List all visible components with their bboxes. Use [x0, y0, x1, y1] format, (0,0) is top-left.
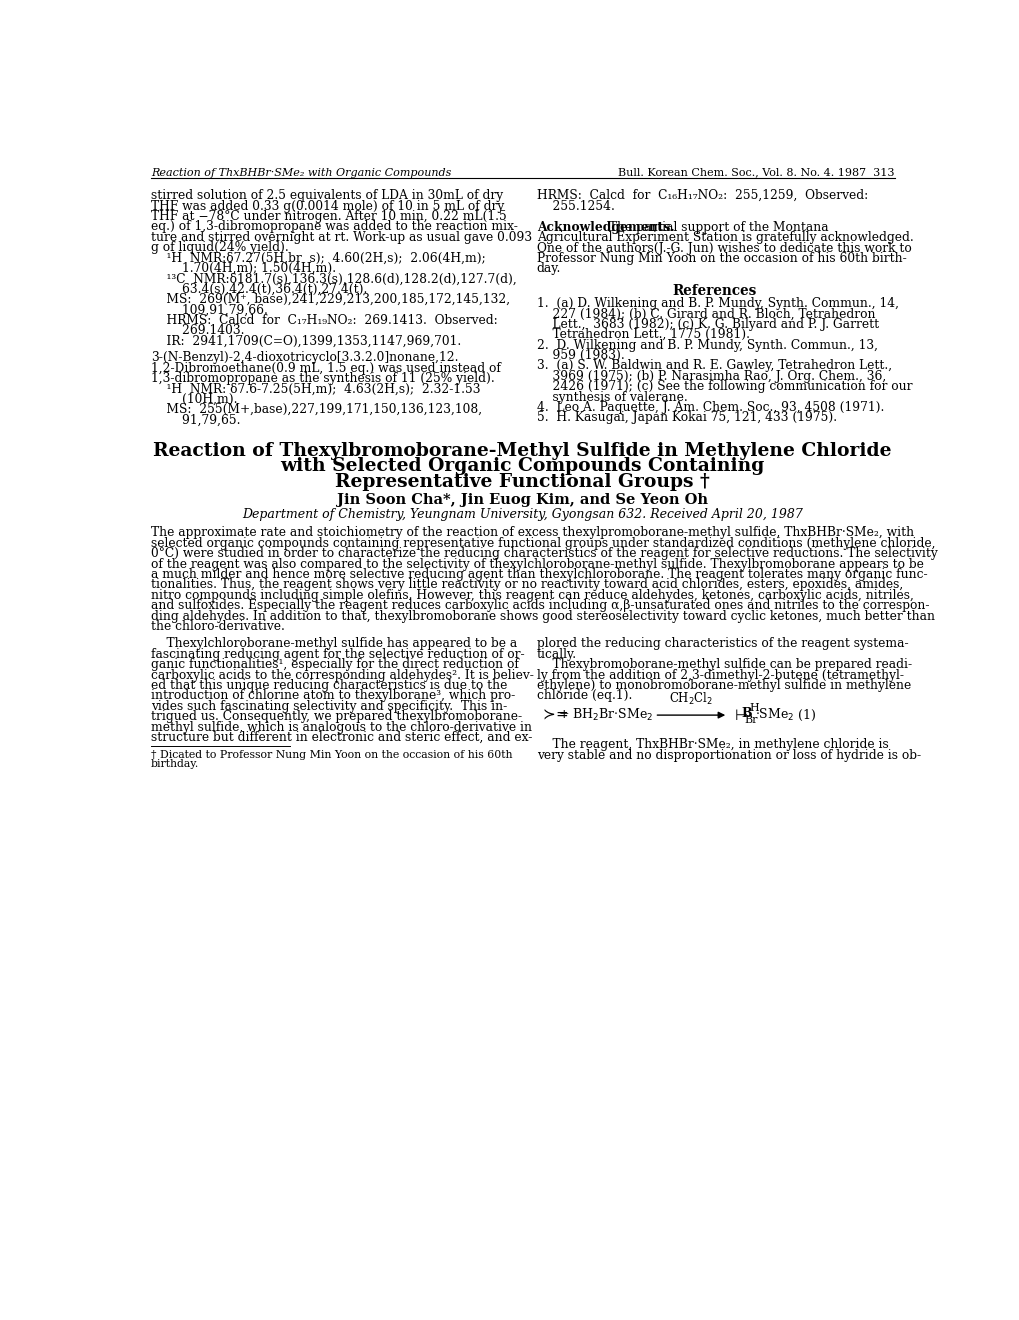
Text: 227 (1984); (b) C. Girard and R. Bloch, Tetrahedron: 227 (1984); (b) C. Girard and R. Bloch, … — [536, 308, 874, 321]
Text: Jin Soon Cha*, Jin Euog Kim, and Se Yeon Oh: Jin Soon Cha*, Jin Euog Kim, and Se Yeon… — [337, 494, 707, 507]
Text: ethylene) to monobromoborane-methyl sulfide in methylene: ethylene) to monobromoborane-methyl sulf… — [536, 678, 910, 692]
Text: selected organic compounds containing representative functional groups under sta: selected organic compounds containing re… — [151, 537, 934, 550]
Text: Reaction of ThxBHBr·SMe₂ with Organic Compounds: Reaction of ThxBHBr·SMe₂ with Organic Co… — [151, 168, 450, 178]
Text: synthesis of valerane.: synthesis of valerane. — [536, 391, 687, 404]
Text: Professor Nung Min Yoon on the occasion of his 60th birth-: Professor Nung Min Yoon on the occasion … — [536, 252, 906, 265]
Text: ture and stirred overnight at rt. Work-up as usual gave 0.093: ture and stirred overnight at rt. Work-u… — [151, 231, 531, 244]
Text: Representative Functional Groups †: Representative Functional Groups † — [335, 473, 709, 491]
Text: (1): (1) — [797, 709, 815, 722]
Text: ¹H  NMR: δ7.6-7.25(5H,m);  4.63(2H,s);  2.32-1.53: ¹H NMR: δ7.6-7.25(5H,m); 4.63(2H,s); 2.3… — [151, 383, 480, 396]
Text: a much milder and hence more selective reducing agent than thexylchloroborane. T: a much milder and hence more selective r… — [151, 568, 926, 581]
Text: Tetrahedron Lett., 1775 (1981).: Tetrahedron Lett., 1775 (1981). — [536, 329, 749, 341]
Text: Bull. Korean Chem. Soc., Vol. 8. No. 4. 1987  313: Bull. Korean Chem. Soc., Vol. 8. No. 4. … — [618, 168, 894, 178]
Text: IR:  2941,1709(C=O),1399,1353,1147,969,701.: IR: 2941,1709(C=O),1399,1353,1147,969,70… — [151, 335, 461, 347]
Text: Br: Br — [744, 714, 757, 725]
Text: day.: day. — [536, 263, 560, 276]
Text: structure but different in electronic and steric effect, and ex-: structure but different in electronic an… — [151, 731, 532, 744]
Text: ding aldehydes. In addition to that, thexylbromoborane shows good stereoselectiv: ding aldehydes. In addition to that, the… — [151, 610, 933, 623]
Text: $\!\!\succ\!\!=\!\!$: $\!\!\succ\!\!=\!\!$ — [542, 708, 568, 722]
Text: tically.: tically. — [536, 648, 577, 661]
Text: References: References — [673, 284, 756, 297]
Text: The approximate rate and stoichiometry of the reaction of excess thexylpromobora: The approximate rate and stoichiometry o… — [151, 527, 913, 540]
Text: $\vdash$: $\vdash$ — [732, 708, 748, 722]
Text: 1,3-dibromopropane as the synthesis of 11 (25% yield).: 1,3-dibromopropane as the synthesis of 1… — [151, 372, 494, 385]
Text: The partial support of the Montana: The partial support of the Montana — [604, 220, 827, 234]
Text: 91,79,65.: 91,79,65. — [151, 413, 240, 426]
Text: The reagent, ThxBHBr·SMe₂, in methylene chloride is: The reagent, ThxBHBr·SMe₂, in methylene … — [536, 738, 888, 751]
Text: 3-(N-Benzyl)-2,4-dioxotricyclo[3.3.2.0]nonane,12.: 3-(N-Benzyl)-2,4-dioxotricyclo[3.3.2.0]n… — [151, 351, 458, 364]
Text: H: H — [749, 704, 759, 713]
Text: Reaction of Thexylbromoborane-Methyl Sulfide in Methylene Chloride: Reaction of Thexylbromoborane-Methyl Sul… — [153, 442, 892, 459]
Text: 1.70(4H,m); 1.50(4H,m).: 1.70(4H,m); 1.50(4H,m). — [151, 261, 335, 275]
Text: ly from the addition of 2,3-dimethyl-2-butene (tetramethyl-: ly from the addition of 2,3-dimethyl-2-b… — [536, 668, 903, 681]
Text: Agricultural Experiment Station is gratefully acknowledged.: Agricultural Experiment Station is grate… — [536, 231, 913, 244]
Text: † Dicated to Professor Nung Min Yoon on the occasion of his 60th: † Dicated to Professor Nung Min Yoon on … — [151, 750, 512, 760]
Text: birthday.: birthday. — [151, 759, 199, 770]
Text: 1.  (a) D. Wilkening and B. P. Mundy, Synth. Commun., 14,: 1. (a) D. Wilkening and B. P. Mundy, Syn… — [536, 297, 898, 310]
Text: Thexylchloroborane-methyl sulfide has appeared to be a: Thexylchloroborane-methyl sulfide has ap… — [151, 638, 517, 651]
Text: tionalities. Thus, the reagent shows very little reactivity or no reactivity tow: tionalities. Thus, the reagent shows ver… — [151, 578, 902, 591]
Text: HRMS:  Calcd  for  C₁₆H₁₇NO₂:  255,1259,  Observed:: HRMS: Calcd for C₁₆H₁₇NO₂: 255,1259, Obs… — [536, 189, 867, 202]
Text: 2.  D. Wilkening and B. P. Mundy, Synth. Commun., 13,: 2. D. Wilkening and B. P. Mundy, Synth. … — [536, 339, 876, 351]
Text: stirred solution of 2.5 equivalents of LDA in 30mL of dry: stirred solution of 2.5 equivalents of L… — [151, 189, 502, 202]
Text: fascinating reducing agent for the selective reduction of or-: fascinating reducing agent for the selec… — [151, 648, 524, 661]
Text: of the reagent was also compared to the selectivity of thexylchloroborane-methyl: of the reagent was also compared to the … — [151, 557, 923, 570]
Text: and sulfoxides. Especially the reagent reduces carboxylic acids including α,β-un: and sulfoxides. Especially the reagent r… — [151, 599, 928, 612]
Text: methyl sulfide, which is analogous to the chloro-derivative in: methyl sulfide, which is analogous to th… — [151, 721, 531, 734]
Text: CH$_2$Cl$_2$: CH$_2$Cl$_2$ — [668, 692, 712, 708]
Text: g of liquid(24% yield).: g of liquid(24% yield). — [151, 242, 288, 255]
Text: $\cdot$SMe$_2$: $\cdot$SMe$_2$ — [754, 708, 794, 723]
Text: 959 (1983).: 959 (1983). — [536, 348, 624, 362]
Text: 0°C) were studied in order to characterize the reducing characteristics of the r: 0°C) were studied in order to characteri… — [151, 548, 936, 560]
Text: with Selected Organic Compounds Containing: with Selected Organic Compounds Containi… — [280, 457, 764, 475]
Text: MS:  255(M+,base),227,199,171,150,136,123,108,: MS: 255(M+,base),227,199,171,150,136,123… — [151, 404, 481, 416]
Text: 255.1254.: 255.1254. — [536, 199, 614, 213]
Text: the chloro-derivative.: the chloro-derivative. — [151, 620, 284, 634]
Text: THF was added 0.33 g(0.0014 mole) of 10 in 5 mL of dry: THF was added 0.33 g(0.0014 mole) of 10 … — [151, 199, 503, 213]
Text: ¹³C  NMR:δ181.7(s),136.3(s),128.6(d),128.2(d),127.7(d),: ¹³C NMR:δ181.7(s),136.3(s),128.6(d),128.… — [151, 272, 516, 285]
Text: introduction of chlorine atom to thexylborane³, which pro-: introduction of chlorine atom to thexylb… — [151, 689, 515, 702]
Text: One of the authors(J.-G. Jun) wishes to dedicate this work to: One of the authors(J.-G. Jun) wishes to … — [536, 242, 911, 255]
Text: MS:  269(M⁺, base),241,229,213,200,185,172,145,132,: MS: 269(M⁺, base),241,229,213,200,185,17… — [151, 293, 510, 306]
Text: B: B — [741, 708, 751, 721]
Text: Lett.,  3683 (1982); (c) K. G. Bilyard and P. J. Garrett: Lett., 3683 (1982); (c) K. G. Bilyard an… — [536, 318, 878, 331]
Text: chloride (eq.1).: chloride (eq.1). — [536, 689, 632, 702]
Text: 3969 (1975); (b) P. Narasimha Rao, J. Org. Chem., 36,: 3969 (1975); (b) P. Narasimha Rao, J. Or… — [536, 370, 886, 383]
Text: Thexybromoborane-methyl sulfide can be prepared readi-: Thexybromoborane-methyl sulfide can be p… — [536, 659, 911, 671]
Text: carboxylic acids to the corresponding aldehydes². It is believ-: carboxylic acids to the corresponding al… — [151, 668, 533, 681]
Text: plored the reducing characteristics of the reagent systema-: plored the reducing characteristics of t… — [536, 638, 908, 651]
Text: 5.  H. Kasugai, Japan Kokai 75, 121, 433 (1975).: 5. H. Kasugai, Japan Kokai 75, 121, 433 … — [536, 412, 836, 424]
Text: (10H,m).: (10H,m). — [151, 393, 237, 405]
Text: trigued us. Consequently, we prepared thexylbromoborane-: trigued us. Consequently, we prepared th… — [151, 710, 522, 723]
Text: 4.  Leo A. Paquette, J. Am. Chem. Soc., 93, 4508 (1971).: 4. Leo A. Paquette, J. Am. Chem. Soc., 9… — [536, 401, 883, 414]
Text: 3.  (a) S. W. Baldwin and R. E. Gawley, Tetrahedron Lett.,: 3. (a) S. W. Baldwin and R. E. Gawley, T… — [536, 359, 891, 372]
Text: ed that this unique reducing characteristics is due to the: ed that this unique reducing characteris… — [151, 678, 506, 692]
Text: 63.4(s),42.4(t),36.4(t),27.4(t).: 63.4(s),42.4(t),36.4(t),27.4(t). — [151, 282, 367, 296]
Text: 109,91,79,66.: 109,91,79,66. — [151, 304, 267, 317]
Text: ganic functionalities¹, especially for the direct reduction of: ganic functionalities¹, especially for t… — [151, 659, 518, 671]
Text: vides such fascinating selectivity and specificity.  This in-: vides such fascinating selectivity and s… — [151, 700, 506, 713]
Text: 1,2-Dibromoethane(0.9 mL, 1.5 eq.) was used instead of: 1,2-Dibromoethane(0.9 mL, 1.5 eq.) was u… — [151, 362, 500, 375]
Text: HRMS:  Calcd  for  C₁₇H₁₉NO₂:  269.1413.  Observed:: HRMS: Calcd for C₁₇H₁₉NO₂: 269.1413. Obs… — [151, 314, 497, 327]
Text: very stable and no disproportionation or loss of hydride is ob-: very stable and no disproportionation or… — [536, 748, 920, 762]
Text: 2426 (1971); (c) See the following communication for our: 2426 (1971); (c) See the following commu… — [536, 380, 911, 393]
Text: + BH$_2$Br$\cdot$SMe$_2$: + BH$_2$Br$\cdot$SMe$_2$ — [557, 708, 653, 723]
Text: Department of Chemistry, Yeungnam University, Gyongsan 632. Received April 20, 1: Department of Chemistry, Yeungnam Univer… — [243, 508, 802, 521]
Text: 269.1403.: 269.1403. — [151, 325, 244, 338]
Text: Acknowledgements.: Acknowledgements. — [536, 220, 674, 234]
Text: eq.) of 1,3-dibromopropane was added to the reaction mix-: eq.) of 1,3-dibromopropane was added to … — [151, 220, 517, 234]
Text: nitro compounds including simple olefins. However, this reagent can reduce aldeh: nitro compounds including simple olefins… — [151, 589, 913, 602]
Text: THF at −78°C under nitrogen. After 10 min, 0.22 mL(1.5: THF at −78°C under nitrogen. After 10 mi… — [151, 210, 506, 223]
Text: ¹H  NMR:δ7.27(5H,br  s);  4.60(2H,s);  2.06(4H,m);: ¹H NMR:δ7.27(5H,br s); 4.60(2H,s); 2.06(… — [151, 252, 485, 264]
